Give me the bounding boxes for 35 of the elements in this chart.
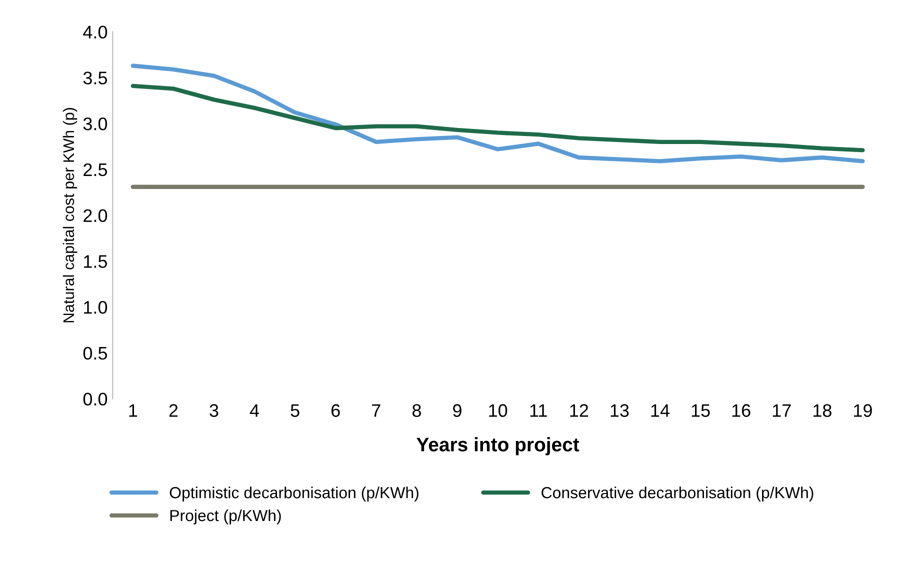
- legend-label: Project (p/KWh): [170, 509, 281, 524]
- y-tick-label: 3.5: [83, 72, 108, 84]
- x-tick-label: 5: [290, 404, 300, 417]
- line-series: [130, 84, 865, 152]
- y-tick-label: 1.0: [84, 300, 108, 314]
- x-tick-label: 16: [732, 404, 750, 417]
- x-tick-label: 2: [169, 404, 178, 417]
- y-tick-label: 1.5: [84, 255, 108, 268]
- x-tick-label: 12: [570, 404, 588, 417]
- x-tick-label: 10: [489, 404, 508, 417]
- y-tick-label: 0.5: [83, 346, 108, 360]
- x-tick-label: 11: [530, 404, 547, 417]
- x-tick-label: 13: [610, 404, 629, 417]
- line-series: [130, 64, 865, 164]
- x-axis-title: Years into project: [416, 437, 580, 456]
- x-tick-label: 19: [854, 404, 872, 417]
- x-tick-label: 3: [210, 404, 218, 417]
- y-tick-label: 3.0: [83, 117, 108, 130]
- x-tick-label: 14: [651, 404, 670, 417]
- legend-label: Optimistic decarbonisation (p/KWh): [170, 486, 418, 502]
- x-tick-label: 7: [372, 404, 380, 417]
- x-tick-label: 15: [692, 404, 710, 417]
- y-axis-title: Natural capital cost per KWh (p): [62, 108, 78, 322]
- x-tick-label: 6: [332, 404, 340, 417]
- legend-label: Conservative decarbonisation (p/KWh): [542, 486, 814, 502]
- x-tick-label: 1: [129, 404, 138, 417]
- y-tick-label: 2.0: [84, 209, 108, 222]
- y-tick-label: 2.5: [84, 163, 108, 176]
- x-tick-label: 9: [453, 404, 462, 417]
- y-tick-label: 4.0: [83, 26, 108, 39]
- y-tick-label: 0.0: [83, 392, 108, 406]
- x-tick-label: 8: [412, 404, 421, 417]
- x-tick-label: 18: [814, 404, 832, 417]
- x-tick-label: 17: [772, 404, 791, 417]
- x-tick-label: 4: [250, 404, 260, 417]
